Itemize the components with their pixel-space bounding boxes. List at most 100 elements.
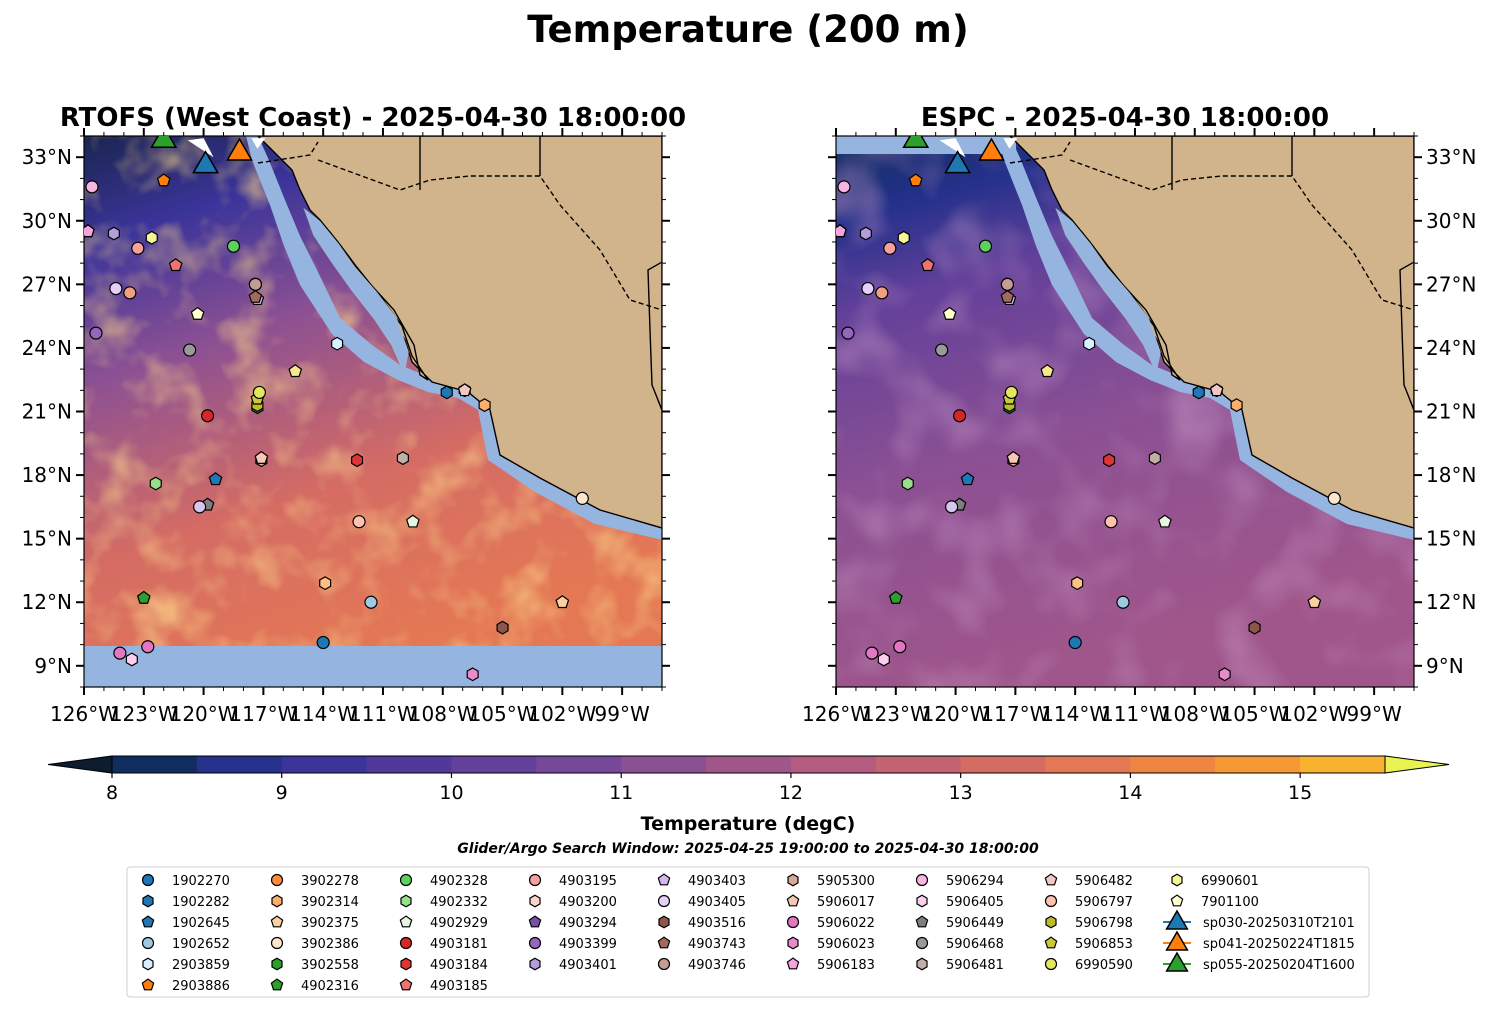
legend-glider-symbol [1165,951,1189,972]
legend-float-symbol [529,957,541,971]
float-marker [952,409,967,423]
legend-float-symbol [141,873,155,887]
legend-entry-label: 4902328 [430,874,488,889]
legend-float-symbol [528,915,542,928]
float-marker [944,500,959,514]
y-tick-label: 18°N [22,463,72,487]
legend-entry-label: 4903516 [688,916,746,931]
y-tick-label: 15°N [1426,527,1476,551]
float-marker [208,472,223,486]
legend-float-symbol [915,936,929,950]
legend-entry-label: sp030-20250310T2101 [1203,916,1355,931]
legend-entry-label: 3902278 [301,874,359,889]
float-marker [1327,491,1341,505]
float-marker [1068,635,1082,650]
legend-float-symbol [915,915,929,928]
legend-float-symbol [270,936,284,950]
float-marker [405,514,420,528]
legend-float-symbol [657,957,671,971]
float-marker [156,173,171,187]
float-marker [136,590,151,604]
legend-float-symbol [142,957,154,971]
float-marker [1071,576,1084,591]
float-marker [893,640,907,654]
legend-entry-label: 4903200 [559,895,617,910]
float-marker [1040,364,1055,378]
legend-entry-label: 4902929 [430,916,488,931]
y-tick-label: 24°N [1426,336,1476,360]
y-tick-label: 30°N [1426,209,1476,233]
colorbar-segment [281,756,368,773]
legend-float-symbol [529,894,541,908]
float-marker [364,595,378,609]
x-tick-label: 117°W [981,702,1049,726]
espc-map-panel: ESPC - 2025-04-30 18:00:00 126°W123°W120… [802,103,1476,726]
legend-entry-label: 4903405 [688,895,746,910]
legend-entry-label: 5906853 [1075,937,1133,952]
float-marker [352,515,366,529]
y-tick-label: 33°N [1426,145,1476,169]
colorbar-segment [790,756,877,773]
legend-entry-label: 4903294 [559,916,617,931]
legend-float-symbol [1044,873,1058,886]
legend-entry-label: 3902558 [301,958,359,973]
float-marker [1157,514,1172,528]
x-tick-label: 120°W [170,702,238,726]
float-marker [113,646,127,660]
colorbar-segment [1215,756,1301,773]
legend-entry-label: 4902316 [301,979,359,994]
float-marker [1148,451,1161,466]
espc-coastline-shelf [998,136,1414,540]
y-tick-label: 21°N [1426,400,1476,424]
float-marker [1000,289,1015,303]
float-marker [555,595,570,609]
float-marker [978,239,993,253]
float-marker [575,491,589,505]
legend-float-symbol [657,936,671,949]
colorbar-segment [1130,756,1216,773]
colorbar-segment [451,756,537,773]
legend-entry-label: 5906482 [1075,874,1133,889]
x-tick-label: 123°W [110,702,178,726]
float-marker [141,640,155,654]
glider-track-wedge [939,138,966,158]
float-marker [1000,277,1015,291]
legend-float-symbol [271,894,283,908]
espc-panel-title: ESPC - 2025-04-30 18:00:00 [921,103,1329,133]
float-marker [920,258,935,272]
legend-float-symbol [271,957,283,971]
colorbar-segment [366,756,453,773]
float-marker [107,226,120,241]
colorbar-extend-high [1384,755,1450,774]
colorbar-segment [706,756,792,773]
rtofs-panel-title: RTOFS (West Coast) - 2025-04-30 18:00:00 [60,103,686,133]
legend-entry-label: 4903401 [559,958,617,973]
legend-entry-label: 5906023 [817,937,875,952]
float-marker [942,306,957,320]
legend-entry-label: 5905300 [817,874,875,889]
float-marker [865,646,879,660]
float-marker [288,364,303,378]
legend-float-symbol [399,978,413,991]
colorbar-label: Temperature (degC) [641,813,856,835]
float-marker [248,289,263,303]
legend-float-symbol [1044,894,1058,908]
legend-float-symbol [399,915,413,928]
float-marker [836,224,847,238]
colorbar-segment [1300,756,1386,773]
legend-entry-label: 1902652 [172,937,230,952]
float-marker [478,398,491,413]
colorbar-segment [960,756,1047,773]
y-tick-label: 9°N [34,654,72,678]
legend-float-symbol [657,873,671,886]
x-tick-label: 114°W [289,702,357,726]
rtofs-axis-ticks: 126°W123°W120°W117°W114°W111°W108°W105°W… [22,128,670,726]
legend-float-symbol [399,936,413,950]
legend-float-symbol [399,873,413,887]
legend-float-symbol [1044,957,1058,971]
legend-float-symbol [400,957,412,971]
legend-entry-label: 3902314 [301,895,359,910]
glider-marker [978,137,1005,161]
float-marker [319,576,332,591]
